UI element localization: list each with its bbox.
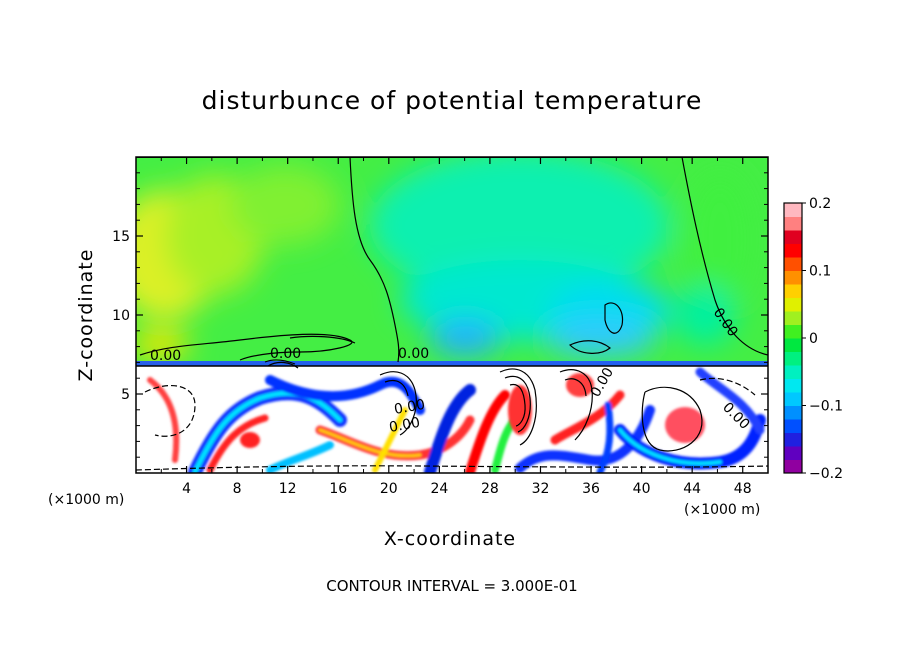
colorbar-tick-label: −0.1	[809, 399, 843, 415]
x-tick-label: 4	[182, 481, 191, 497]
contour-interval-note: CONTOUR INTERVAL = 3.000E-01	[326, 577, 578, 595]
y-axis-label: Z-coordinate	[75, 248, 97, 382]
colorbar-swatch	[784, 216, 802, 231]
y-tick-label: 5	[121, 387, 130, 403]
x-tick-label: 16	[329, 481, 347, 497]
upper-field-blobs	[136, 157, 755, 360]
colorbar-swatch	[784, 243, 802, 258]
colorbar-swatch	[784, 270, 802, 285]
colorbar-swatch	[784, 324, 802, 339]
colorbar-swatch	[784, 405, 802, 420]
colorbar-labels: 0.2 0.1 0 −0.1 −0.2	[809, 196, 843, 482]
colorbar-swatch	[784, 311, 802, 325]
x-unit-label-left: (×1000 m)	[48, 492, 125, 508]
contour-label: 0.00	[150, 348, 181, 364]
lower-field-spots	[240, 373, 705, 448]
contour-label: 0.00	[270, 346, 301, 362]
x-tick-label: 44	[683, 481, 701, 497]
colorbar-tick-label: −0.2	[809, 466, 843, 482]
y-tick-label: 10	[112, 308, 130, 324]
lower-field	[136, 366, 768, 473]
colorbar-swatch	[784, 459, 802, 474]
contour-lines	[136, 157, 768, 471]
contour-label: 0.00	[388, 415, 421, 436]
contour-label: 0.00	[393, 397, 426, 418]
axis-ticks	[136, 157, 768, 473]
x-tick-label: 32	[532, 481, 550, 497]
x-tick-label: 48	[734, 481, 752, 497]
x-tick-label: 28	[481, 481, 499, 497]
x-tick-label: 20	[380, 481, 398, 497]
colorbar-swatch	[784, 432, 802, 447]
colorbar-swatch	[784, 257, 802, 271]
colorbar-swatch	[784, 284, 802, 298]
colorbar-tick-label: 0.1	[809, 264, 831, 280]
contour-label: 0.00	[398, 346, 429, 362]
colorbar-swatch	[784, 230, 802, 244]
x-tick-label: 36	[582, 481, 600, 497]
colorbar-swatch	[784, 419, 802, 433]
colorbar-swatch	[784, 338, 802, 352]
chart-title: disturbunce of potential temperature	[201, 86, 703, 115]
x-tick-label: 8	[233, 481, 242, 497]
colorbar-tick-label: 0.2	[809, 196, 831, 212]
x-tick-label: 40	[633, 481, 651, 497]
colorbar-swatch	[784, 297, 802, 312]
colorbar-swatch	[784, 446, 802, 460]
colorbar-swatch	[784, 392, 802, 406]
x-tick-label: 12	[279, 481, 297, 497]
colorbar-swatch	[784, 351, 802, 366]
x-axis-label: X-coordinate	[383, 528, 517, 550]
colorbar-tick-label: 0	[809, 331, 818, 347]
upper-field	[136, 157, 768, 367]
y-tick-label: 15	[112, 229, 130, 245]
colorbar-swatch	[784, 203, 802, 217]
colorbar-swatch	[784, 365, 802, 379]
x-unit-label-right: (×1000 m)	[684, 502, 761, 518]
colorbar	[783, 202, 806, 474]
x-tick-label: 24	[430, 481, 448, 497]
colorbar-swatch	[784, 378, 802, 393]
